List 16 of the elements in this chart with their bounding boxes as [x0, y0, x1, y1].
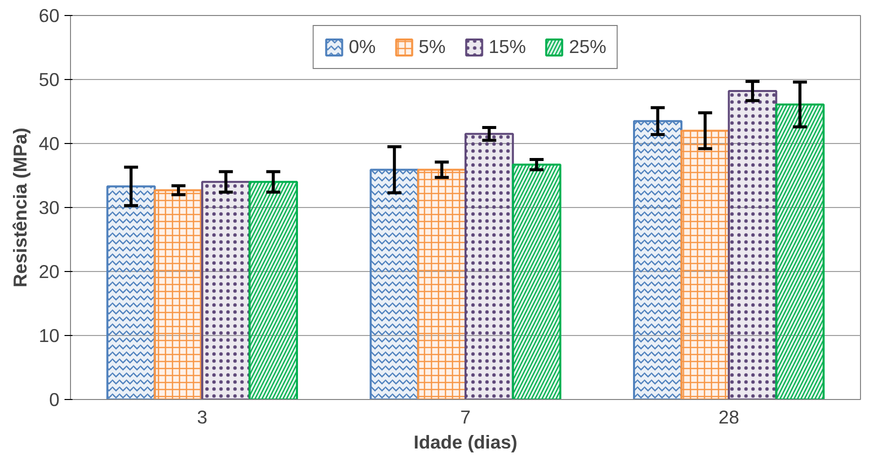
y-tick-label: 40 — [38, 133, 60, 154]
y-tick-label: 50 — [38, 69, 60, 90]
legend-label: 0% — [348, 36, 376, 58]
y-tick-label: 20 — [38, 261, 60, 282]
x-axis-title: Idade (dias) — [414, 432, 518, 452]
x-tick-label: 28 — [718, 406, 740, 428]
y-axis-title: Resistência (MPa) — [10, 128, 31, 288]
y-tick-label: 0 — [49, 389, 60, 410]
x-tick-label: 7 — [460, 406, 471, 428]
x-tick-label: 3 — [196, 406, 208, 428]
legend-label: 15% — [488, 36, 526, 58]
legend-label: 25% — [568, 36, 606, 58]
y-tick-label: 60 — [38, 5, 60, 26]
y-tick-label: 10 — [38, 325, 60, 346]
y-tick-label: 30 — [38, 197, 60, 218]
legend-label: 5% — [418, 36, 446, 58]
